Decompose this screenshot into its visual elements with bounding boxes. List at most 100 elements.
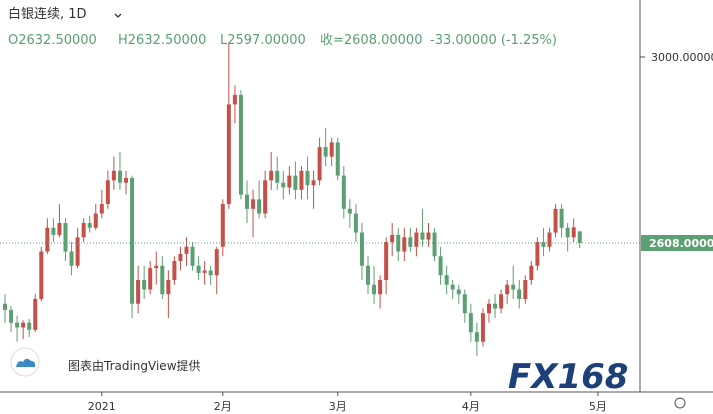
candle-body [317, 147, 322, 181]
watermark: FX168 [508, 357, 628, 397]
candle-body [154, 265, 159, 269]
candle-body [499, 294, 504, 309]
candle-body [487, 303, 491, 314]
plot [3, 42, 582, 356]
candle-body [166, 280, 171, 295]
candle-body [384, 242, 389, 280]
candle-body [75, 237, 80, 266]
candle-body [287, 175, 292, 188]
candle-body [63, 223, 68, 252]
candle-body [462, 294, 467, 314]
candle-body [408, 237, 413, 247]
candle-body [214, 249, 219, 276]
candle-body [456, 289, 461, 295]
candle-body [111, 170, 116, 181]
ohlc-label: O2632.50000 [8, 33, 97, 48]
candle-body [93, 213, 98, 228]
candle-body [160, 265, 165, 295]
candle-body [432, 232, 437, 257]
candle-body [196, 265, 201, 273]
price-label-box [641, 234, 713, 251]
candle-body [450, 284, 455, 290]
candle-body [347, 208, 352, 214]
ohlc-label: -33.00000 (-1.25%) [430, 33, 557, 48]
candle-body [257, 199, 262, 214]
candle-body [541, 242, 546, 247]
settings-icon[interactable] [674, 397, 686, 409]
candle-body [559, 208, 564, 228]
candle-body [468, 313, 473, 333]
candle-body [341, 175, 346, 209]
candle-body [523, 280, 528, 299]
candle-body [565, 227, 570, 238]
candle-body [402, 237, 407, 252]
candle-body [547, 232, 552, 247]
candle-body [438, 256, 443, 276]
x-tick-label: 2021 [88, 400, 116, 413]
candle-body [493, 303, 498, 309]
tv-logo-cloud [16, 358, 36, 367]
candle-body [99, 204, 104, 214]
candle-body [117, 170, 122, 183]
candle-body [426, 232, 431, 240]
x-tick-label: 2月 [214, 400, 232, 413]
candle-body [178, 253, 183, 262]
candle-body [208, 270, 213, 276]
candle-body [15, 322, 20, 328]
candle-body [130, 177, 135, 304]
candle-body [420, 232, 425, 240]
candle-body [87, 223, 92, 228]
candle-body [190, 246, 195, 266]
candle-body [57, 223, 62, 235]
attribution: 图表由TradingView提供 [68, 358, 201, 373]
candle-body [81, 223, 86, 238]
candle-body [263, 180, 268, 214]
candle-body [577, 231, 582, 243]
ohlc-label: L2597.00000 [220, 33, 306, 48]
chart-title: 白银连续, 1D [8, 6, 87, 22]
candle-body [124, 177, 128, 183]
candle-body [323, 147, 328, 157]
candle-body [535, 242, 540, 266]
candle-body [202, 270, 207, 273]
candle-body [444, 275, 449, 285]
candle-body [245, 194, 249, 209]
candle-body [474, 332, 479, 342]
candle-body [269, 170, 274, 181]
candle-body [480, 313, 485, 342]
candle-body [142, 280, 147, 290]
price-label: 2608.00000 [649, 237, 713, 250]
ohlc-label: H2632.50000 [118, 33, 206, 48]
candle-body [353, 213, 358, 233]
candle-body [251, 199, 256, 209]
candle-body [571, 227, 576, 238]
candle-body [281, 182, 286, 188]
candle-body [299, 170, 304, 190]
candle-body [105, 180, 110, 205]
candle-body [226, 104, 231, 205]
candle-body [329, 142, 334, 157]
x-tick-label: 4月 [462, 400, 480, 413]
candle-body [33, 298, 38, 330]
candle-body [378, 280, 383, 295]
candle-body [517, 289, 522, 299]
candle-body [396, 234, 401, 252]
candle-body [390, 234, 395, 243]
candle-body [232, 94, 237, 105]
candle-body [51, 227, 56, 235]
candle-body [311, 180, 316, 186]
candle-body [511, 284, 516, 290]
ohlc-label: 收=2608.00000 [320, 33, 422, 48]
candle-body [505, 284, 510, 295]
dropdown-icon[interactable] [114, 13, 122, 18]
candle-body [529, 265, 534, 280]
candle-body [305, 170, 310, 186]
candle-body [359, 232, 364, 266]
candle-body [39, 251, 44, 299]
candle-body [372, 284, 377, 295]
candle-body [553, 208, 558, 233]
candle-body [335, 142, 340, 176]
candle-body [21, 322, 26, 328]
